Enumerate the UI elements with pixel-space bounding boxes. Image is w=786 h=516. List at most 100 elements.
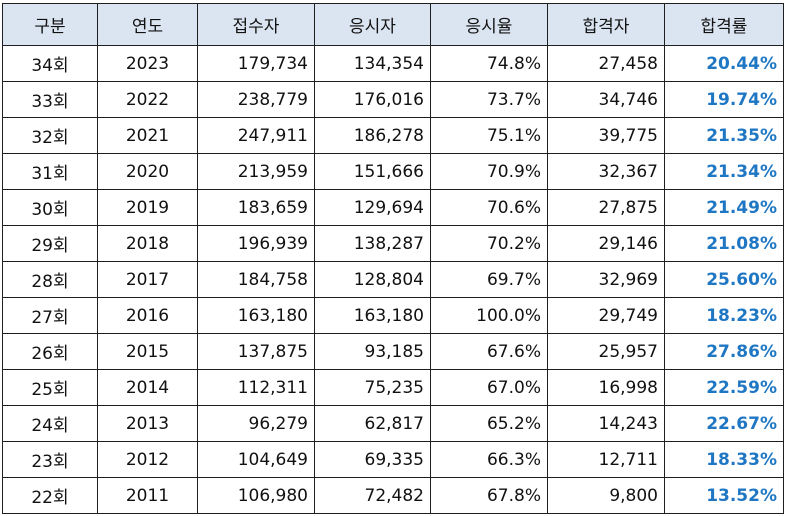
cell-examinees: 75,235 <box>314 369 431 406</box>
table-row: 22회 2011 106,980 72,482 67.8% 9,800 13.52% <box>2 477 784 514</box>
cell-round: 24회 <box>2 405 98 442</box>
cell-applicants: 104,649 <box>197 441 315 478</box>
cell-examinees: 163,180 <box>314 297 431 334</box>
cell-applicants: 137,875 <box>197 333 315 370</box>
cell-applicants: 106,980 <box>197 477 315 514</box>
cell-exam-rate: 70.6% <box>430 189 548 226</box>
cell-year: 2023 <box>97 45 198 82</box>
cell-examinees: 134,354 <box>314 45 431 82</box>
table-row: 30회 2019 183,659 129,694 70.6% 27,875 21.49% <box>2 189 784 226</box>
cell-pass-rate: 21.34% <box>664 153 784 190</box>
cell-year: 2022 <box>97 81 198 118</box>
cell-year: 2018 <box>97 225 198 262</box>
cell-examinees: 93,185 <box>314 333 431 370</box>
cell-exam-rate: 70.9% <box>430 153 548 190</box>
cell-year: 2020 <box>97 153 198 190</box>
table-row: 27회 2016 163,180 163,180 100.0% 29,749 18.23% <box>2 297 784 334</box>
cell-year: 2019 <box>97 189 198 226</box>
cell-year: 2013 <box>97 405 198 442</box>
cell-exam-rate: 100.0% <box>430 297 548 334</box>
table-row: 23회 2012 104,649 69,335 66.3% 12,711 18.33% <box>2 441 784 478</box>
cell-exam-rate: 67.6% <box>430 333 548 370</box>
cell-passers: 34,746 <box>547 81 665 118</box>
cell-pass-rate: 21.08% <box>664 225 784 262</box>
cell-applicants: 96,279 <box>197 405 315 442</box>
cell-applicants: 163,180 <box>197 297 315 334</box>
cell-pass-rate: 20.44% <box>664 45 784 82</box>
table-row: 24회 2013 96,279 62,817 65.2% 14,243 22.67% <box>2 405 784 442</box>
stats-table-container: 구분 연도 접수자 응시자 응시율 합격자 합격률 34회 2023 179,734… <box>2 3 784 514</box>
cell-exam-rate: 65.2% <box>430 405 548 442</box>
cell-round: 31회 <box>2 153 98 190</box>
cell-year: 2021 <box>97 117 198 154</box>
cell-pass-rate: 22.59% <box>664 369 784 406</box>
cell-applicants: 183,659 <box>197 189 315 226</box>
cell-year: 2016 <box>97 297 198 334</box>
cell-round: 33회 <box>2 81 98 118</box>
cell-examinees: 176,016 <box>314 81 431 118</box>
cell-examinees: 186,278 <box>314 117 431 154</box>
cell-pass-rate: 22.67% <box>664 405 784 442</box>
header-pass-rate: 합격률 <box>664 3 784 46</box>
cell-applicants: 112,311 <box>197 369 315 406</box>
cell-passers: 14,243 <box>547 405 665 442</box>
cell-year: 2011 <box>97 477 198 514</box>
cell-passers: 25,957 <box>547 333 665 370</box>
header-exam-rate: 응시율 <box>430 3 548 46</box>
header-applicants: 접수자 <box>197 3 315 46</box>
cell-round: 28회 <box>2 261 98 298</box>
cell-exam-rate: 70.2% <box>430 225 548 262</box>
cell-applicants: 196,939 <box>197 225 315 262</box>
cell-year: 2015 <box>97 333 198 370</box>
cell-year: 2017 <box>97 261 198 298</box>
cell-exam-rate: 66.3% <box>430 441 548 478</box>
cell-examinees: 151,666 <box>314 153 431 190</box>
cell-applicants: 213,959 <box>197 153 315 190</box>
cell-pass-rate: 18.33% <box>664 441 784 478</box>
cell-passers: 9,800 <box>547 477 665 514</box>
cell-round: 32회 <box>2 117 98 154</box>
cell-passers: 29,146 <box>547 225 665 262</box>
table-row: 32회 2021 247,911 186,278 75.1% 39,775 21.35% <box>2 117 784 154</box>
cell-pass-rate: 18.23% <box>664 297 784 334</box>
cell-examinees: 62,817 <box>314 405 431 442</box>
cell-round: 30회 <box>2 189 98 226</box>
cell-exam-rate: 74.8% <box>430 45 548 82</box>
cell-passers: 27,875 <box>547 189 665 226</box>
cell-exam-rate: 67.8% <box>430 477 548 514</box>
cell-passers: 16,998 <box>547 369 665 406</box>
cell-applicants: 238,779 <box>197 81 315 118</box>
table-row: 25회 2014 112,311 75,235 67.0% 16,998 22.59% <box>2 369 784 406</box>
cell-passers: 12,711 <box>547 441 665 478</box>
cell-examinees: 129,694 <box>314 189 431 226</box>
cell-passers: 29,749 <box>547 297 665 334</box>
cell-passers: 27,458 <box>547 45 665 82</box>
cell-pass-rate: 19.74% <box>664 81 784 118</box>
cell-round: 25회 <box>2 369 98 406</box>
cell-applicants: 247,911 <box>197 117 315 154</box>
cell-round: 27회 <box>2 297 98 334</box>
cell-pass-rate: 21.49% <box>664 189 784 226</box>
table-row: 31회 2020 213,959 151,666 70.9% 32,367 21.34% <box>2 153 784 190</box>
cell-round: 22회 <box>2 477 98 514</box>
table-row: 33회 2022 238,779 176,016 73.7% 34,746 19.74% <box>2 81 784 118</box>
cell-examinees: 69,335 <box>314 441 431 478</box>
header-round: 구분 <box>2 3 98 46</box>
cell-examinees: 138,287 <box>314 225 431 262</box>
cell-round: 23회 <box>2 441 98 478</box>
cell-round: 29회 <box>2 225 98 262</box>
header-examinees: 응시자 <box>314 3 431 46</box>
cell-exam-rate: 69.7% <box>430 261 548 298</box>
table-row: 34회 2023 179,734 134,354 74.8% 27,458 20.44% <box>2 45 784 82</box>
cell-passers: 32,367 <box>547 153 665 190</box>
cell-passers: 39,775 <box>547 117 665 154</box>
cell-year: 2014 <box>97 369 198 406</box>
cell-exam-rate: 75.1% <box>430 117 548 154</box>
cell-examinees: 72,482 <box>314 477 431 514</box>
cell-examinees: 128,804 <box>314 261 431 298</box>
cell-pass-rate: 25.60% <box>664 261 784 298</box>
cell-passers: 32,969 <box>547 261 665 298</box>
cell-round: 34회 <box>2 45 98 82</box>
cell-pass-rate: 13.52% <box>664 477 784 514</box>
cell-applicants: 184,758 <box>197 261 315 298</box>
